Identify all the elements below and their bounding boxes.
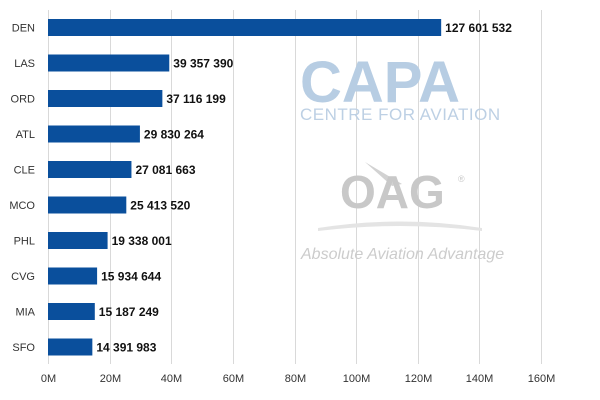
- category-label: DEN: [12, 23, 35, 35]
- capa-watermark: CAPA: [300, 50, 460, 115]
- category-label: CLE: [14, 165, 35, 177]
- x-axis-tick-labels: 0M 20M 40M 60M 80M 100M 120M 140M 160M: [41, 373, 555, 385]
- x-tick-label: 20M: [100, 373, 121, 385]
- x-tick-label: 60M: [223, 373, 244, 385]
- bar: [48, 19, 442, 36]
- value-label: 27 081 663: [135, 163, 195, 177]
- category-label: CVG: [11, 271, 35, 283]
- bar: [48, 54, 170, 72]
- oag-tagline-watermark: Absolute Aviation Advantage: [300, 246, 504, 263]
- category-label: MCO: [9, 200, 35, 212]
- category-label: SFO: [12, 342, 35, 354]
- bar: [48, 267, 98, 285]
- value-labels: 127 601 532 39 357 390 37 116 199 29 830 26…: [96, 21, 512, 355]
- value-label: 39 357 390: [173, 57, 233, 71]
- x-tick-label: 100M: [343, 373, 371, 385]
- category-labels: DEN LAS ORD ATL CLE MCO PHL CVG MIA SFO: [9, 23, 35, 355]
- bar: [48, 161, 132, 178]
- oag-registered-mark: ®: [458, 174, 465, 184]
- category-label: ATL: [16, 129, 35, 141]
- x-tick-label: 120M: [405, 373, 433, 385]
- category-label: LAS: [14, 58, 35, 70]
- bar: [48, 232, 108, 249]
- category-label: PHL: [14, 236, 35, 248]
- oag-wave-icon: [318, 221, 482, 231]
- x-tick-label: 160M: [528, 373, 556, 385]
- watermark-logos: CAPA CENTRE FOR AVIATION OAG ® Absolute …: [300, 50, 504, 263]
- category-label: MIA: [15, 307, 35, 319]
- bars: [48, 19, 442, 356]
- capa-subtitle-watermark: CENTRE FOR AVIATION: [300, 105, 501, 124]
- bar: [48, 303, 95, 320]
- value-label: 15 934 644: [101, 270, 161, 284]
- value-label: 14 391 983: [96, 341, 156, 355]
- oag-swoosh-icon: [365, 162, 402, 186]
- value-label: 15 187 249: [99, 305, 159, 319]
- oag-watermark: OAG: [340, 166, 445, 218]
- value-label: 37 116 199: [166, 92, 226, 106]
- x-tick-label: 0M: [41, 373, 56, 385]
- x-tick-label: 40M: [161, 373, 182, 385]
- x-tick-label: 140M: [466, 373, 494, 385]
- value-label: 127 601 532: [445, 21, 512, 35]
- value-label: 25 413 520: [130, 199, 190, 213]
- bar: [48, 125, 140, 143]
- category-label: ORD: [11, 94, 36, 106]
- value-label: 29 830 264: [144, 128, 204, 142]
- value-label: 19 338 001: [112, 234, 172, 248]
- bar: [48, 90, 163, 107]
- bar: [48, 338, 93, 356]
- x-tick-label: 80M: [285, 373, 306, 385]
- bar: [48, 196, 127, 214]
